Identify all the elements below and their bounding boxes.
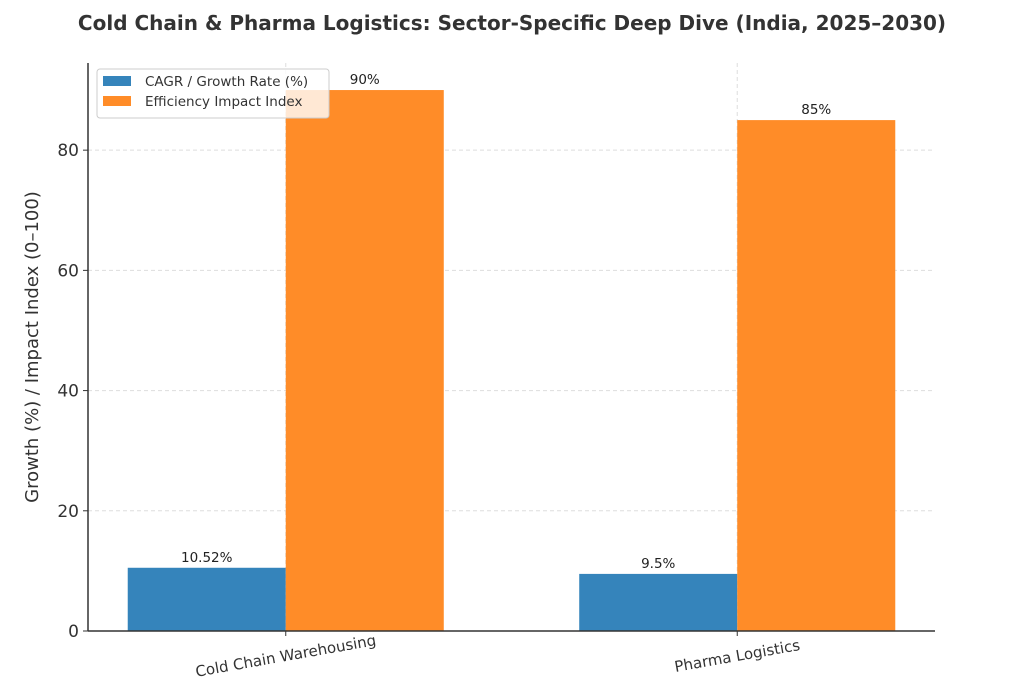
legend-swatch: [103, 96, 131, 106]
data-label: 10.52%: [181, 550, 233, 566]
y-tick-label: 0: [68, 622, 79, 642]
y-ticks: 0 20 40 60 80: [57, 141, 88, 642]
y-tick-label: 60: [57, 261, 79, 281]
legend-label: Efficiency Impact Index: [145, 94, 302, 110]
x-tick-label: Cold Chain Warehousing: [194, 631, 377, 681]
chart-title: Cold Chain & Pharma Logistics: Sector-Sp…: [78, 11, 946, 35]
y-tick-label: 40: [57, 382, 79, 402]
data-label: 90%: [350, 72, 380, 88]
x-tick-label: Pharma Logistics: [673, 636, 801, 676]
x-ticks: Cold Chain Warehousing Pharma Logistics: [194, 631, 802, 681]
data-label: 9.5%: [641, 556, 675, 572]
y-axis-label: Growth (%) / Impact Index (0–100): [22, 191, 43, 503]
legend-label: CAGR / Growth Rate (%): [145, 74, 308, 90]
bar-efficiency: [285, 90, 444, 632]
bars: [127, 90, 896, 632]
legend-box: [96, 68, 330, 119]
y-tick-label: 20: [57, 502, 79, 522]
legend: CAGR / Growth Rate (%) Efficiency Impact …: [96, 68, 330, 119]
bar-efficiency: [737, 120, 896, 632]
data-labels: 10.52% 9.5% 90% 85%: [181, 72, 831, 572]
axes: [87, 63, 935, 632]
bar-cagr: [579, 573, 738, 631]
bar-cagr: [127, 567, 286, 631]
data-label: 85%: [801, 102, 831, 118]
legend-swatch: [103, 76, 131, 86]
y-tick-label: 80: [57, 141, 79, 161]
